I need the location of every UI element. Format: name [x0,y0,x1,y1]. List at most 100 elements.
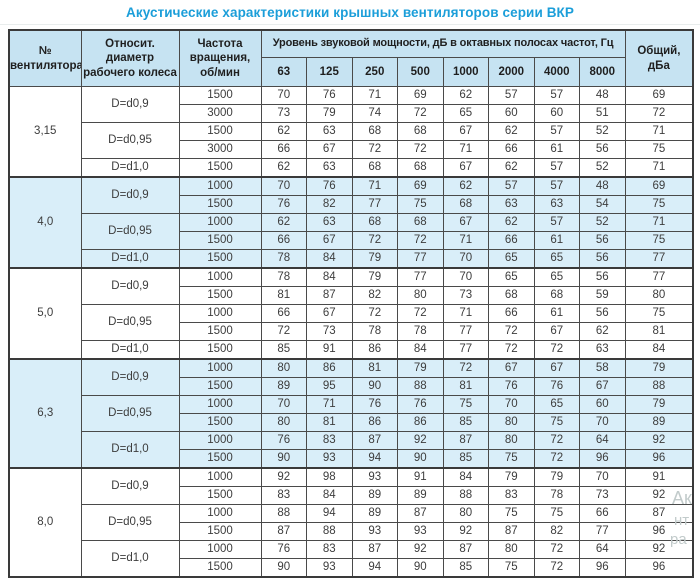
spl-value-cell: 88 [397,377,444,396]
spl-value-cell: 86 [306,358,353,378]
spl-value-cell: 56 [579,267,626,287]
spl-value-cell: 77 [579,522,626,541]
spl-value-cell: 67 [306,231,353,250]
rpm-cell: 1000 [178,431,262,450]
spl-value-cell: 84 [306,267,353,287]
spl-value-cell: 80 [488,413,535,432]
spl-value-cell: 61 [533,304,580,323]
spl-value-cell: 80 [260,413,307,432]
spl-value-cell: 57 [488,86,535,105]
spl-value-cell: 62 [442,176,489,196]
diameter-cell: D=d0,95 [80,504,180,541]
total-dba-cell: 92 [624,540,694,559]
total-dba-cell: 71 [624,122,694,141]
spl-value-cell: 71 [351,176,398,196]
header-rotation-speed: Частота вращения, об/мин [178,29,262,87]
header-relative-diameter: Относит. диаметр рабочего колеса [80,29,180,87]
spl-value-cell: 80 [488,540,535,559]
total-dba-cell: 75 [624,195,694,214]
spl-value-cell: 82 [533,522,580,541]
spl-value-cell: 82 [351,286,398,305]
spl-value-cell: 87 [351,431,398,450]
header-freq-2000: 2000 [488,57,535,87]
spl-value-cell: 72 [533,449,580,469]
spl-value-cell: 96 [579,558,626,578]
spl-value-cell: 79 [533,467,580,487]
table-header: № вентилятора Относит. диаметр рабочего … [8,29,694,87]
spl-value-cell: 57 [533,86,580,105]
header-freq-250: 250 [351,57,398,87]
spl-value-cell: 79 [351,249,398,269]
spl-value-cell: 63 [579,340,626,360]
rpm-cell: 1500 [178,322,262,341]
rpm-cell: 1000 [178,267,262,287]
spl-value-cell: 79 [306,104,353,123]
spl-value-cell: 75 [488,449,535,469]
spl-value-cell: 92 [397,540,444,559]
header-freq-500: 500 [397,57,444,87]
spl-value-cell: 81 [442,377,489,396]
spl-value-cell: 85 [442,413,489,432]
spl-value-cell: 68 [442,195,489,214]
spl-value-cell: 48 [579,86,626,105]
spl-value-cell: 90 [397,558,444,578]
spl-value-cell: 62 [442,86,489,105]
spl-value-cell: 87 [306,286,353,305]
fan-number-cell: 8,0 [8,467,82,578]
spl-value-cell: 63 [306,158,353,178]
spl-value-cell: 70 [579,467,626,487]
spl-value-cell: 75 [397,195,444,214]
spl-value-cell: 83 [488,486,535,505]
spl-value-cell: 78 [397,322,444,341]
spl-value-cell: 96 [579,449,626,469]
spl-value-cell: 88 [306,522,353,541]
spl-value-cell: 92 [397,431,444,450]
rpm-cell: 1000 [178,467,262,487]
rpm-cell: 1500 [178,340,262,360]
spl-value-cell: 69 [397,176,444,196]
spl-value-cell: 57 [533,158,580,178]
spl-value-cell: 67 [533,358,580,378]
total-dba-cell: 69 [624,86,694,105]
spl-value-cell: 72 [533,431,580,450]
spl-value-cell: 78 [533,486,580,505]
spl-value-cell: 77 [442,340,489,360]
spl-value-cell: 81 [260,286,307,305]
spl-value-cell: 78 [351,322,398,341]
spl-value-cell: 81 [351,358,398,378]
spl-value-cell: 76 [306,86,353,105]
spl-value-cell: 62 [579,322,626,341]
spl-value-cell: 70 [442,249,489,269]
spl-value-cell: 75 [533,413,580,432]
header-sound-power-level: Уровень звуковой мощности, дБ в октавных… [260,29,626,58]
total-dba-cell: 71 [624,158,694,178]
spl-value-cell: 66 [488,140,535,159]
spl-value-cell: 65 [533,267,580,287]
spl-value-cell: 67 [306,140,353,159]
diameter-cell: D=d0,9 [80,86,180,123]
spl-value-cell: 71 [442,140,489,159]
spl-value-cell: 68 [488,286,535,305]
spl-value-cell: 72 [533,558,580,578]
fan-number-cell: 4,0 [8,176,82,269]
spl-value-cell: 94 [306,504,353,523]
spl-value-cell: 84 [442,467,489,487]
spl-value-cell: 76 [260,431,307,450]
total-dba-cell: 88 [624,377,694,396]
spl-value-cell: 95 [306,377,353,396]
spl-value-cell: 63 [306,213,353,232]
spl-value-cell: 68 [351,158,398,178]
spl-value-cell: 57 [533,213,580,232]
header-freq-8000: 8000 [579,57,626,87]
spl-value-cell: 61 [533,231,580,250]
spl-value-cell: 75 [442,395,489,414]
spl-value-cell: 68 [351,213,398,232]
spl-value-cell: 87 [397,504,444,523]
spl-value-cell: 52 [579,122,626,141]
diameter-cell: D=d0,95 [80,304,180,341]
spl-value-cell: 79 [351,267,398,287]
spl-value-cell: 82 [306,195,353,214]
spl-value-cell: 72 [397,104,444,123]
spl-value-cell: 88 [442,486,489,505]
total-dba-cell: 77 [624,249,694,269]
